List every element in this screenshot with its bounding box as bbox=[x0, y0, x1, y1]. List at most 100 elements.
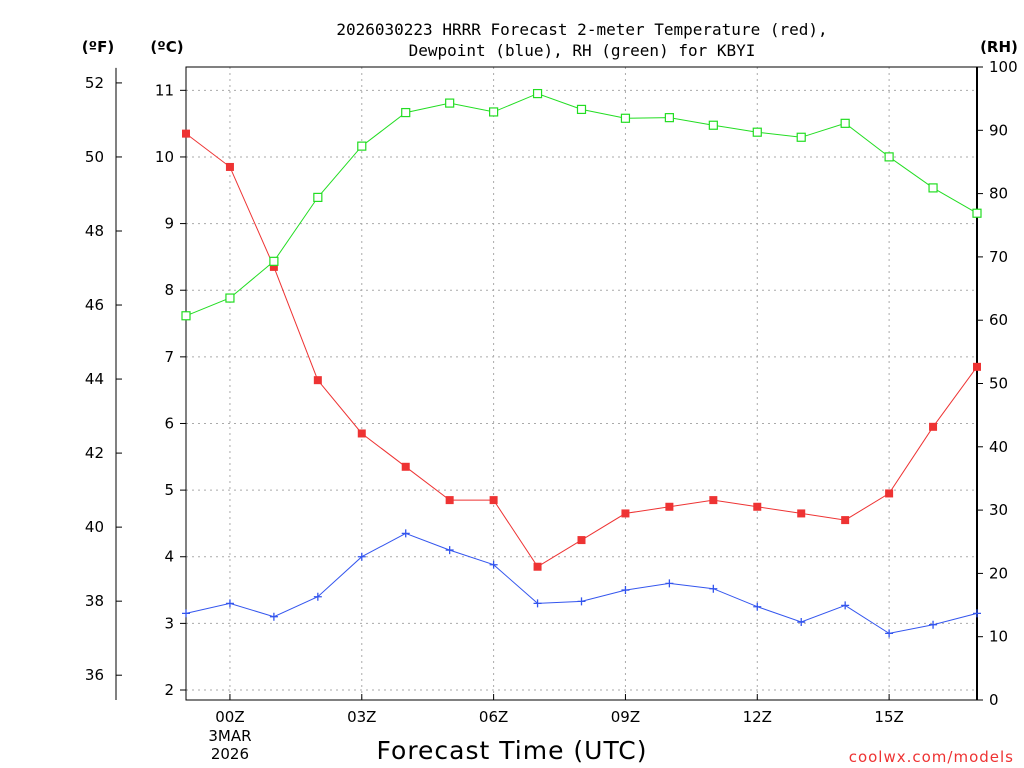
rh-tick-label: 100 bbox=[989, 58, 1018, 76]
fahrenheit-tick-label: 44 bbox=[85, 370, 104, 388]
celsius-tick-label: 10 bbox=[155, 148, 174, 166]
rh-tick-label: 10 bbox=[989, 628, 1008, 646]
rh-point bbox=[972, 208, 982, 218]
temperature-point bbox=[489, 496, 498, 505]
dewpoint-point bbox=[182, 609, 190, 618]
dewpoint-point bbox=[313, 592, 322, 601]
x-tick-label: 06Z bbox=[479, 708, 508, 726]
celsius-unit-label: (ºC) bbox=[150, 38, 183, 56]
dewpoint-point bbox=[709, 584, 718, 593]
temperature-point bbox=[577, 536, 586, 545]
x-tick-label: 00Z bbox=[215, 708, 244, 726]
celsius-tick-label: 2 bbox=[164, 681, 174, 699]
rh-tick-label: 70 bbox=[989, 248, 1008, 266]
x-tick-label: 09Z bbox=[611, 708, 640, 726]
fahrenheit-tick-label: 48 bbox=[85, 222, 104, 240]
rh-point bbox=[752, 127, 762, 137]
celsius-tick-label: 3 bbox=[164, 614, 174, 632]
celsius-tick-label: 5 bbox=[164, 481, 174, 499]
rh-point bbox=[489, 107, 499, 117]
x-tick-label: 15Z bbox=[874, 708, 903, 726]
series bbox=[181, 88, 982, 638]
temperature-point bbox=[357, 429, 366, 438]
celsius-tick-label: 11 bbox=[155, 81, 174, 99]
temperature-point bbox=[841, 516, 850, 525]
temperature-point bbox=[929, 422, 938, 431]
dewpoint-point bbox=[489, 560, 498, 569]
temperature-point bbox=[445, 496, 454, 505]
rh-tick-label: 30 bbox=[989, 501, 1008, 519]
rh-tick-label: 80 bbox=[989, 185, 1008, 203]
fahrenheit-tick-label: 38 bbox=[85, 592, 104, 610]
rh-point bbox=[620, 113, 631, 123]
dewpoint-point bbox=[665, 579, 674, 588]
rh-point bbox=[840, 118, 850, 128]
rh-point bbox=[181, 311, 191, 321]
temperature-point bbox=[401, 462, 410, 471]
celsius-tick-label: 7 bbox=[164, 348, 174, 366]
dewpoint-line bbox=[185, 532, 978, 634]
dewpoint-point bbox=[269, 612, 278, 621]
rh-point bbox=[928, 183, 938, 193]
dewpoint-point bbox=[445, 546, 454, 555]
temperature-point bbox=[621, 509, 630, 518]
temperature-point bbox=[665, 502, 674, 511]
x-tick-label: 12Z bbox=[743, 708, 772, 726]
fahrenheit-tick-label: 42 bbox=[85, 444, 104, 462]
rh-point bbox=[357, 141, 367, 151]
rh-point bbox=[884, 152, 894, 162]
fahrenheit-tick-label: 52 bbox=[85, 74, 104, 92]
rh-tick-label: 40 bbox=[989, 438, 1008, 456]
rh-tick-label: 50 bbox=[989, 375, 1008, 393]
dewpoint-point bbox=[357, 552, 366, 561]
dewpoint-point bbox=[797, 618, 806, 627]
x-axis-label: Forecast Time (UTC) bbox=[377, 736, 648, 765]
celsius-tick-label: 4 bbox=[164, 548, 174, 566]
temperature-point bbox=[973, 362, 981, 371]
temperature-point bbox=[269, 262, 278, 271]
rh-point bbox=[225, 293, 235, 303]
watermark: coolwx.com/models bbox=[849, 748, 1014, 766]
dewpoint-point bbox=[225, 599, 234, 608]
x-tick-label: 03Z bbox=[347, 708, 376, 726]
rh-line bbox=[185, 93, 978, 317]
rh-tick-label: 0 bbox=[989, 691, 999, 709]
rh-point bbox=[445, 98, 455, 108]
celsius-tick-label: 9 bbox=[164, 215, 174, 233]
fahrenheit-tick-label: 40 bbox=[85, 518, 104, 536]
fahrenheit-tick-label: 46 bbox=[85, 296, 104, 314]
dewpoint-point bbox=[621, 586, 630, 595]
temperature-point bbox=[225, 162, 234, 171]
temperature-point bbox=[313, 376, 322, 385]
temperature-point bbox=[797, 509, 806, 518]
temperature-point bbox=[533, 562, 542, 571]
temperature-point bbox=[885, 489, 894, 498]
dewpoint-point bbox=[885, 629, 894, 638]
rh-point bbox=[576, 104, 587, 115]
chart-title-line1: 2026030223 HRRR Forecast 2-meter Tempera… bbox=[336, 20, 827, 39]
rh-point bbox=[664, 113, 674, 123]
x-tick-date-label: 3MAR bbox=[208, 727, 251, 745]
fahrenheit-tick-label: 36 bbox=[85, 666, 104, 684]
temperature-point bbox=[753, 502, 762, 511]
fahrenheit-tick-label: 50 bbox=[85, 148, 104, 166]
rh-point bbox=[708, 120, 718, 130]
dewpoint-point bbox=[577, 597, 586, 606]
dewpoint-point bbox=[841, 601, 850, 610]
dewpoint-point bbox=[929, 620, 938, 629]
dewpoint-point bbox=[533, 599, 542, 608]
rh-tick-label: 90 bbox=[989, 121, 1008, 139]
rh-point bbox=[313, 192, 323, 202]
axes: 2 3 4 5 6 7 8 9 10 11 36 38 40 42 44 46 48 50 52 0 10 20 30 40 5… bbox=[85, 58, 1018, 763]
rh-point bbox=[401, 107, 411, 118]
celsius-tick-label: 8 bbox=[164, 281, 174, 299]
rh-point bbox=[796, 132, 806, 142]
rh-unit-label: (RH) bbox=[980, 38, 1018, 56]
fahrenheit-unit-label: (ºF) bbox=[82, 38, 114, 56]
rh-tick-label: 20 bbox=[989, 564, 1008, 582]
rh-tick-label: 60 bbox=[989, 311, 1008, 329]
celsius-tick-label: 6 bbox=[164, 414, 174, 432]
x-tick-year-label: 2026 bbox=[211, 745, 249, 763]
rh-point bbox=[269, 256, 279, 266]
